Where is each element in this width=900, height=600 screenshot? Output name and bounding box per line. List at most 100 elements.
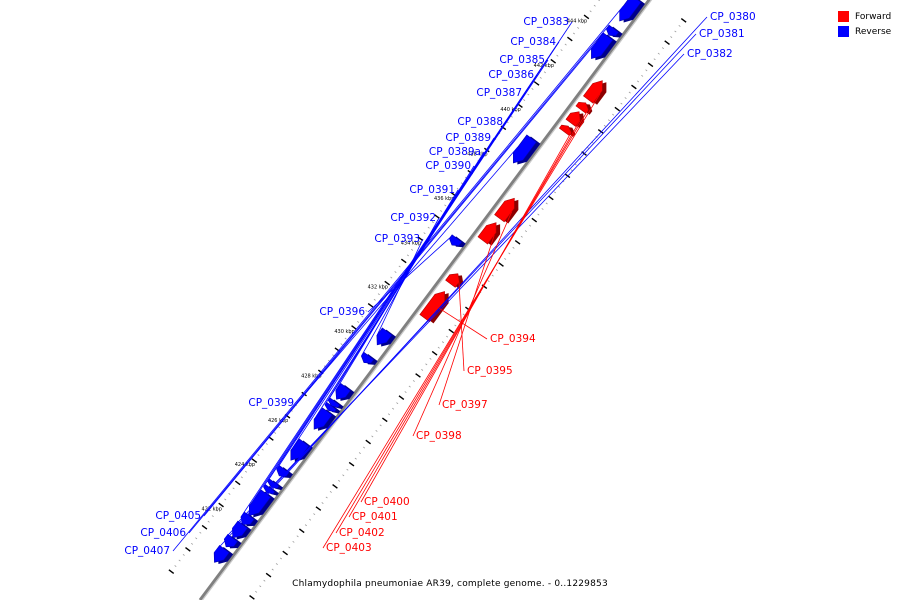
gene-label: CP_0405 [155,510,201,522]
scale-tick [365,309,368,312]
scale-tick [195,537,198,540]
scale-tick [284,413,291,419]
scale-tick [398,395,405,400]
scale-tick [334,347,341,353]
scale-tick [274,431,277,434]
scale-tick [645,69,648,72]
scale-tick [381,417,388,423]
scale-tick [539,76,542,79]
scale-tick [553,191,557,194]
gene-label: CP_0399 [248,397,294,409]
scale-tick [396,402,399,405]
scale-tick [504,258,507,260]
scale-tick [593,4,596,7]
gene-leader-line [203,43,596,517]
gene-leader-line [214,16,708,553]
scale-tick [344,337,347,340]
scale-tick [533,81,540,86]
scale-tick [244,470,248,473]
scale-tick [234,480,241,486]
scale-tick [597,0,600,2]
scale-tick [460,182,463,185]
gene-cp-0396 [449,234,466,248]
scale-tick [612,113,615,116]
scale-tick [375,429,378,432]
scale-tick [315,506,322,511]
gene-features [213,0,646,564]
scale-tick [271,568,274,571]
gene-label: CP_0388 [457,116,503,128]
scale-tick [583,14,590,20]
scale-tick [392,407,395,410]
gene-leader-line [360,132,572,503]
scale-tick [365,439,372,445]
scale-tick [371,435,374,438]
gene-label: CP_0389 [445,132,491,144]
scale-tick [361,315,364,318]
scale-tick [215,509,219,512]
scale-tick [282,550,288,556]
gene-label: CP_0406 [140,527,186,539]
scale-tick [624,97,627,99]
gene-arrow [565,111,581,127]
scale-tick [458,319,461,321]
scale-tick [168,569,175,574]
reverse-swatch [838,26,849,37]
scale-tick [564,43,567,46]
scale-tick [531,88,534,90]
gene-leader-line [188,28,607,534]
scale-tick [664,40,670,45]
scale-tick [529,224,532,227]
gene-arrow [449,234,463,246]
gene-label: CP_0389a [429,146,481,158]
scale-tick [574,163,577,166]
scale-tick [543,71,546,74]
scale-tick [240,476,243,479]
scale-tick [228,493,231,495]
scale-tick-label: 428 kbp [301,373,321,379]
scale-tick [444,204,447,207]
scale-tick [354,457,357,460]
scale-tick [495,269,498,271]
gene-arrow [213,545,230,563]
scale-tick [265,572,272,578]
scale-tick [332,484,338,489]
gene-arrow [583,80,603,104]
gene-leader-line [172,5,624,552]
scale-tick [661,47,664,50]
scale-tick [218,502,224,508]
gene-arrow [494,197,515,223]
scale-tick [411,248,414,251]
scale-tick [434,214,440,219]
gene-label: CP_0393 [374,233,420,245]
gene-label: CP_0394 [490,333,536,345]
scale-tick [514,239,521,245]
scale-tick [379,424,382,427]
gene-arrow [327,397,341,408]
scale-tick [404,391,407,394]
gene-cp-0406 [605,24,623,38]
scale-tick [249,594,255,600]
scale-tick [296,535,299,538]
scale-tick [363,446,366,449]
genome-backbone [198,0,653,600]
gene-label: CP_0402 [339,527,385,539]
scale-tick [491,274,494,277]
scale-tick [510,115,513,118]
scale-tick [377,293,380,296]
scale-tick [647,62,654,68]
gene-leader-line [322,93,601,549]
scale-tick [541,208,544,210]
gene-label: CP_0403 [326,542,372,554]
scale-tick [514,110,517,113]
scale-tick [309,518,312,521]
scale-tick [282,420,285,423]
scale-tick [523,99,526,101]
scale-tick-label: 444 kbp [567,18,587,24]
scale-tick [259,585,262,588]
scale-tick-label: 426 kbp [268,418,288,424]
gene-cp-0394 [419,291,449,324]
scale-tick [572,32,576,35]
scale-tick [275,563,278,565]
scale-tick [653,58,656,61]
